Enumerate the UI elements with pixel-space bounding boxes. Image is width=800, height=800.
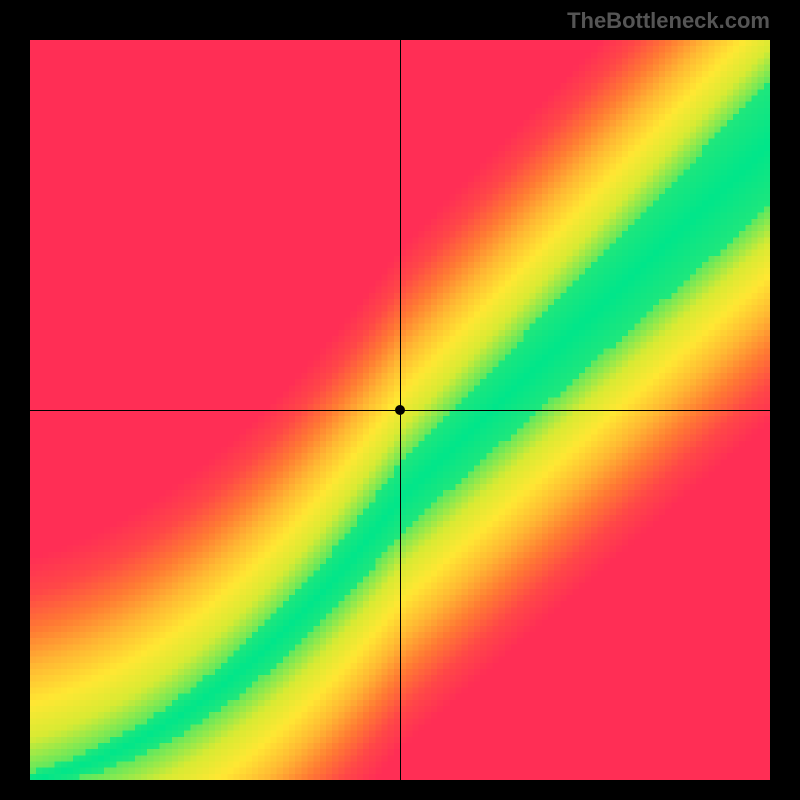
heatmap-canvas: [30, 40, 770, 780]
watermark-text: TheBottleneck.com: [567, 8, 770, 34]
plot-area: [30, 40, 770, 780]
chart-container: TheBottleneck.com: [0, 0, 800, 800]
